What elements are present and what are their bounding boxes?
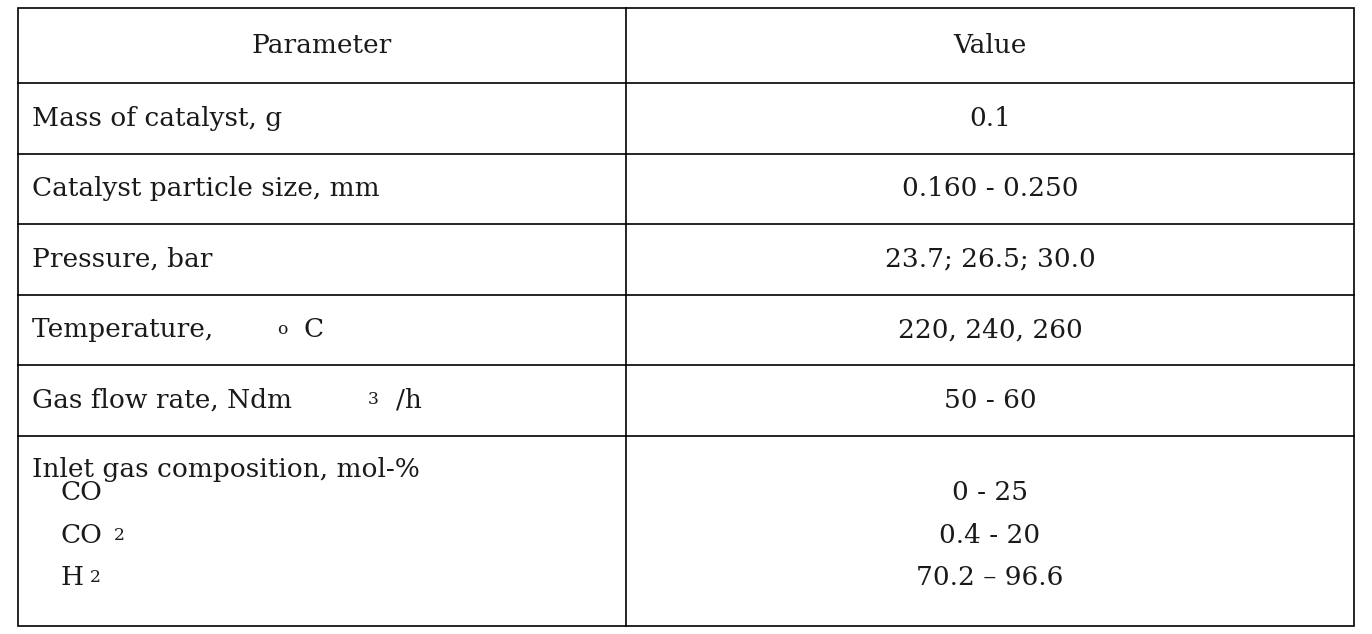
- Text: /h: /h: [395, 388, 421, 413]
- Text: 2: 2: [89, 569, 100, 586]
- Text: CO: CO: [60, 480, 102, 505]
- Text: 70.2 – 96.6: 70.2 – 96.6: [916, 565, 1063, 590]
- Text: 23.7; 26.5; 30.0: 23.7; 26.5; 30.0: [885, 247, 1095, 272]
- Text: Catalyst particle size, mm: Catalyst particle size, mm: [32, 176, 380, 201]
- Text: 220, 240, 260: 220, 240, 260: [897, 318, 1083, 342]
- Text: CO: CO: [60, 522, 102, 548]
- Text: 3: 3: [368, 392, 379, 408]
- Text: H: H: [60, 565, 84, 590]
- Text: 2: 2: [114, 527, 125, 544]
- Text: 0.160 - 0.250: 0.160 - 0.250: [901, 176, 1078, 201]
- Text: Temperature,: Temperature,: [32, 318, 222, 342]
- Text: 0.1: 0.1: [969, 106, 1011, 131]
- Text: 0.4 - 20: 0.4 - 20: [940, 522, 1040, 548]
- Text: Inlet gas composition, mol-%: Inlet gas composition, mol-%: [32, 456, 420, 482]
- Text: C: C: [303, 318, 324, 342]
- Text: Gas flow rate, Ndm: Gas flow rate, Ndm: [32, 388, 292, 413]
- Text: Parameter: Parameter: [252, 33, 392, 58]
- Text: Pressure, bar: Pressure, bar: [32, 247, 213, 272]
- Text: Value: Value: [954, 33, 1026, 58]
- Text: 0 - 25: 0 - 25: [952, 480, 1028, 505]
- Text: o: o: [277, 321, 287, 338]
- Text: 50 - 60: 50 - 60: [944, 388, 1036, 413]
- Text: Mass of catalyst, g: Mass of catalyst, g: [32, 106, 283, 131]
